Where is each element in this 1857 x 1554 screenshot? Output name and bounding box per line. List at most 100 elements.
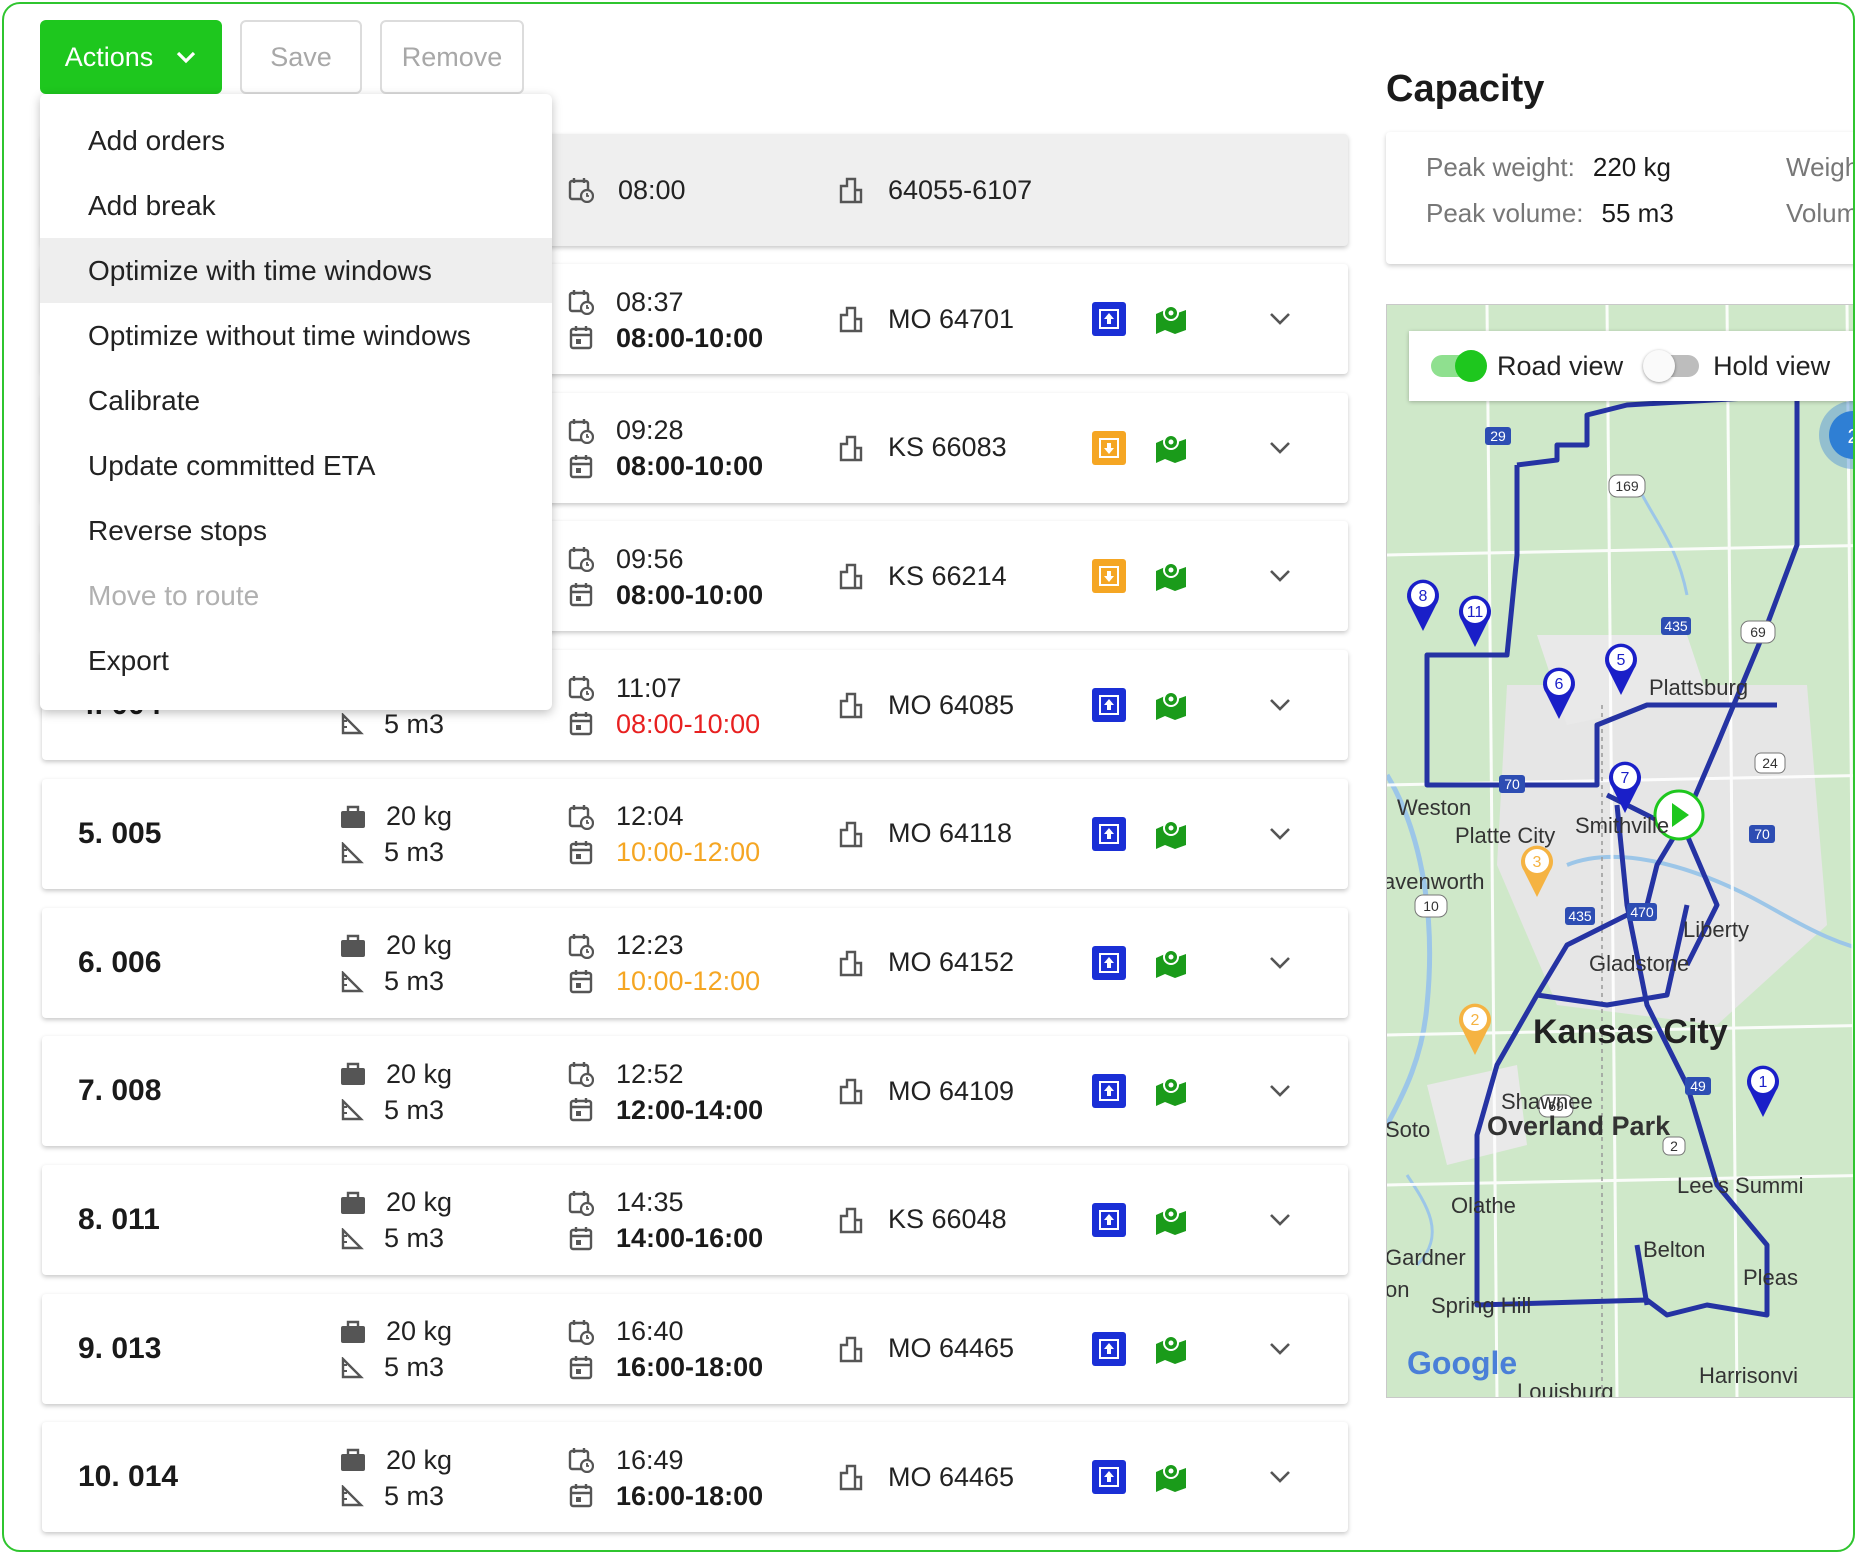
stop-row[interactable]: 10. 014 20 kg 5 m3 16:49 16:00-18:00 MO 64465: [42, 1422, 1348, 1533]
peak-volume: Peak volume: 55 m3: [1426, 198, 1674, 229]
stop-window-value: 16:00-18:00: [616, 1352, 764, 1383]
expand-chevron-icon[interactable]: [1268, 779, 1292, 889]
calendar-icon: [568, 1097, 594, 1123]
calendar-clock-icon: [568, 1190, 594, 1216]
expand-chevron-icon[interactable]: [1268, 650, 1292, 760]
pickup-icon[interactable]: [1092, 945, 1126, 980]
menu-item-calibrate[interactable]: Calibrate: [88, 384, 201, 416]
pickup-icon[interactable]: [1092, 1074, 1126, 1109]
stop-window: 10:00-12:00: [568, 835, 788, 871]
capacity-title: Capacity: [1386, 68, 1545, 110]
stop-zip: MO 64465: [838, 1422, 1014, 1532]
pickup-icon[interactable]: [1092, 1202, 1126, 1237]
stop-marker-7[interactable]: 7: [1609, 761, 1641, 813]
save-button[interactable]: Save: [240, 20, 362, 94]
menu-item-update-committed-eta[interactable]: Update committed ETA: [88, 449, 376, 481]
expand-chevron-icon[interactable]: [1268, 1036, 1292, 1146]
show-on-map-icon[interactable]: [1154, 561, 1188, 592]
stop-row[interactable]: 7. 008 20 kg 5 m3 12:52 12:00-14:00 MO 64109: [42, 1036, 1348, 1147]
stop-weight: 20 kg: [340, 1314, 500, 1350]
calendar-icon: [568, 582, 594, 608]
show-on-map-icon[interactable]: [1154, 1334, 1188, 1364]
stop-volume: 5 m3: [340, 706, 500, 742]
expand-chevron-icon[interactable]: [1268, 393, 1292, 503]
hold-view-switch[interactable]: [1643, 350, 1700, 382]
stop-actions: [1092, 1165, 1188, 1275]
route-map[interactable]: 29 169 435 69 24 70 10 435 470 49 69 2 7…: [1386, 304, 1855, 1398]
depot-zip: 64055-6107: [838, 134, 1032, 246]
delivery-icon[interactable]: [1092, 430, 1126, 465]
stop-marker-6[interactable]: 6: [1543, 667, 1575, 719]
expand-chevron-icon[interactable]: [1268, 1294, 1292, 1404]
actions-button[interactable]: Actions: [40, 20, 222, 94]
stop-times: 12:23 10:00-12:00: [568, 928, 788, 1000]
remove-button[interactable]: Remove: [380, 20, 524, 94]
menu-item-export[interactable]: Export: [88, 644, 169, 676]
calendar-clock-icon: [568, 1447, 594, 1474]
menu-item-add-orders[interactable]: Add orders: [88, 124, 225, 156]
pickup-icon[interactable]: [1092, 302, 1126, 336]
stop-weight: 20 kg: [340, 799, 500, 835]
menu-item-reverse-stops[interactable]: Reverse stops: [88, 514, 267, 546]
show-on-map-icon[interactable]: [1154, 690, 1188, 721]
delivery-icon[interactable]: [1092, 559, 1126, 594]
stop-row[interactable]: 8. 011 20 kg 5 m3 14:35 14:00-16:00 KS 66048: [42, 1164, 1348, 1275]
show-on-map-icon[interactable]: [1154, 1076, 1188, 1107]
stop-row[interactable]: 9. 013 20 kg 5 m3 16:40 16:00-18:00 MO 64465: [42, 1293, 1348, 1404]
show-on-map-icon[interactable]: [1154, 304, 1188, 334]
stop-marker-1[interactable]: 1: [1747, 1065, 1779, 1117]
svg-text:24: 24: [1762, 755, 1778, 771]
menu-item-add-break[interactable]: Add break: [88, 189, 216, 221]
stop-window-value: 08:00-10:00: [616, 579, 764, 610]
stop-window-value: 16:00-18:00: [616, 1480, 764, 1511]
expand-chevron-icon[interactable]: [1268, 1165, 1292, 1275]
calendar-clock-icon: [568, 418, 594, 444]
expand-chevron-icon[interactable]: [1268, 264, 1292, 374]
svg-text:11: 11: [1467, 604, 1484, 621]
show-on-map-icon[interactable]: [1154, 819, 1188, 849]
stop-actions: [1092, 908, 1188, 1018]
menu-item-optimize-without-time-windows[interactable]: Optimize without time windows: [88, 319, 471, 351]
building-icon: [838, 1206, 864, 1234]
expand-chevron-icon[interactable]: [1268, 908, 1292, 1018]
stop-marker-8[interactable]: 8: [1407, 579, 1439, 631]
show-on-map-icon[interactable]: [1154, 1462, 1188, 1493]
pickup-icon[interactable]: [1092, 688, 1126, 723]
road-view-switch[interactable]: [1431, 350, 1487, 382]
building-icon: [838, 176, 864, 204]
pickup-icon[interactable]: [1092, 1331, 1126, 1366]
map-shields: 29 169 435 69 24 70 10 435 470 49 69 2 7…: [1414, 427, 1786, 1156]
stop-volume: 5 m3: [340, 835, 500, 871]
stop-zip: KS 66048: [838, 1165, 1007, 1275]
route-start-icon[interactable]: [1653, 789, 1705, 841]
pickup-icon[interactable]: [1092, 1460, 1126, 1495]
svg-text:10: 10: [1423, 898, 1439, 914]
calendar-icon: [568, 969, 594, 995]
weight-bag-icon: [340, 805, 366, 829]
stop-marker-2[interactable]: 2: [1459, 1003, 1491, 1055]
show-on-map-icon[interactable]: [1154, 1205, 1188, 1235]
stop-zip: KS 66214: [838, 521, 1007, 631]
stop-marker-3[interactable]: 3: [1521, 845, 1553, 897]
svg-text:6: 6: [1555, 676, 1564, 693]
show-on-map-icon[interactable]: [1154, 948, 1188, 978]
stop-times: 12:52 12:00-14:00: [568, 1056, 788, 1128]
stop-zip: KS 66083: [838, 393, 1007, 503]
stop-eta-value: 12:04: [616, 801, 684, 832]
marker-cluster[interactable]: 2: [1819, 401, 1855, 469]
stop-marker-11[interactable]: 11: [1459, 595, 1491, 647]
stop-row[interactable]: 5. 005 20 kg 5 m3 12:04 10:00-12:00 MO 64118: [42, 778, 1348, 889]
expand-chevron-icon[interactable]: [1268, 1422, 1292, 1532]
pickup-icon[interactable]: [1092, 816, 1126, 851]
shield-29: 29: [1485, 427, 1511, 445]
expand-chevron-icon[interactable]: [1268, 521, 1292, 631]
shield-70b: 70: [1749, 825, 1775, 843]
stop-row[interactable]: 6. 006 20 kg 5 m3 12:23 10:00-12:00 MO 64152: [42, 907, 1348, 1018]
svg-text:2: 2: [1471, 1012, 1480, 1029]
stop-weight-value: 20 kg: [386, 930, 453, 960]
stop-name: 5. 005: [78, 816, 162, 850]
stop-marker-5[interactable]: 5: [1605, 643, 1637, 695]
menu-item-optimize-with-time-windows[interactable]: Optimize with time windows: [40, 238, 552, 303]
show-on-map-icon[interactable]: [1154, 433, 1188, 463]
stop-weight-value: 20 kg: [386, 1187, 453, 1218]
